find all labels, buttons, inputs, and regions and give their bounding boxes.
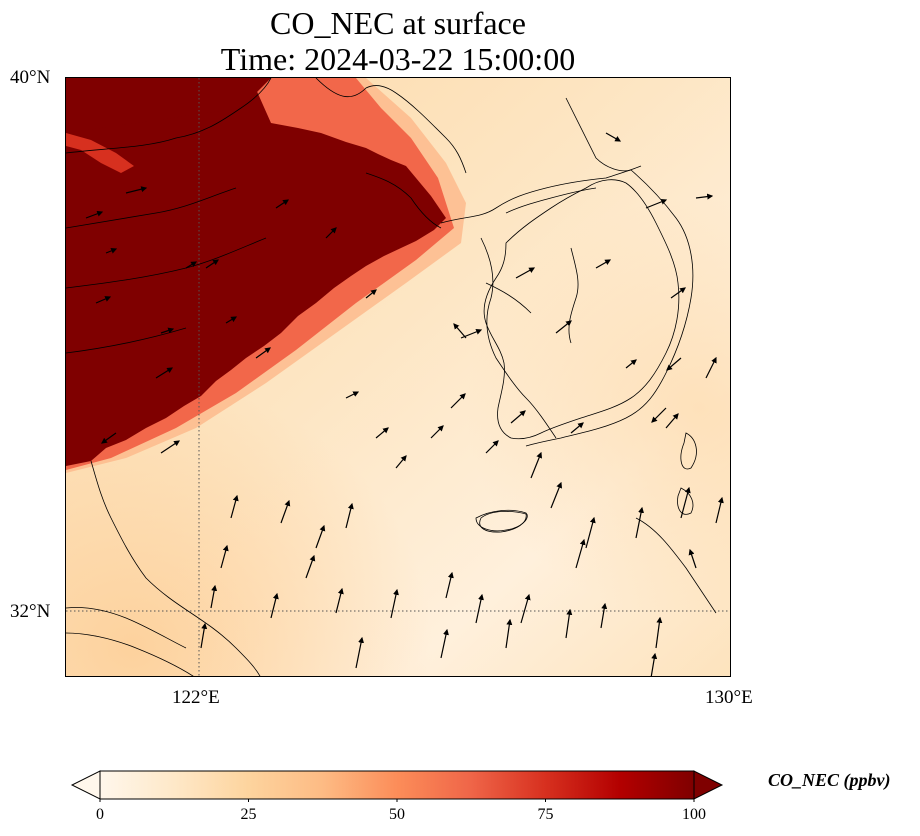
wind-arrow: [225, 316, 238, 324]
wind-arrow: [440, 628, 449, 659]
wind-arrow: [555, 320, 572, 334]
wind-arrow: [450, 393, 466, 409]
wind-arrow: [160, 440, 180, 454]
wind-arrow: [85, 210, 104, 219]
wind-arrow: [666, 357, 682, 371]
wind-arrow: [695, 193, 714, 200]
wind-arrow: [345, 502, 354, 529]
wind-arrow: [645, 198, 668, 209]
colorbar-tick-0: 0: [96, 806, 104, 823]
wind-arrow: [430, 425, 444, 439]
wind-arrow: [315, 524, 326, 549]
wind-arrow: [575, 538, 586, 569]
wind-arrow: [715, 496, 724, 524]
jeju-island: [479, 510, 527, 533]
wind-arrow: [270, 592, 279, 619]
wind-arrow: [635, 506, 645, 539]
wind-arrow: [125, 186, 148, 194]
lat-tick-label-32: 32°N: [10, 601, 51, 622]
colorbar-extend-low: [70, 770, 101, 800]
wind-arrow: [688, 548, 697, 569]
wind-arrow: [230, 494, 239, 519]
colorbar-label: CO_NEC (ppbv): [768, 770, 891, 790]
lon-tick-label-130: 130°E: [705, 687, 753, 708]
plume-core: [66, 78, 446, 466]
plume-core-edge: [66, 133, 134, 173]
wind-arrow: [325, 227, 337, 239]
colorbar-extend-high: [693, 770, 724, 800]
wind-arrow: [305, 554, 316, 579]
wind-arrow: [155, 367, 174, 379]
wind-arrow: [680, 486, 691, 519]
wind-arrow: [655, 616, 663, 649]
wind-arrow: [705, 356, 717, 379]
colorbar-ticks: [99, 799, 695, 802]
wind-arrow: [565, 608, 573, 639]
lon-tick-label-122: 122°E: [172, 687, 220, 708]
wind-arrow: [345, 391, 360, 399]
wind-arrow: [335, 587, 344, 614]
wind-arrow: [275, 199, 289, 209]
wind-arrow: [375, 427, 389, 439]
wind-arrow: [395, 455, 407, 469]
wind-arrow: [625, 359, 637, 369]
wind-arrow: [280, 499, 291, 524]
wind-arrow: [651, 407, 667, 423]
lat-tick-label-40: 40°N: [10, 67, 51, 88]
wind-arrow: [205, 259, 219, 269]
wind-arrow: [515, 267, 536, 279]
map-title-line-1: CO_NEC at surface: [270, 5, 526, 41]
wind-arrow: [160, 327, 175, 334]
wind-arrow: [453, 323, 467, 339]
wind-arrow: [520, 593, 531, 624]
wind-arrow: [95, 296, 112, 304]
wind-arrow: [185, 261, 198, 269]
colorbar: [70, 770, 724, 802]
wind-arrow: [445, 571, 454, 599]
wind-arrow: [390, 588, 399, 619]
wind-arrow: [255, 347, 271, 359]
graticule: [66, 78, 730, 676]
plume-core-upper: [66, 78, 271, 133]
wind-arrow: [101, 432, 117, 444]
wind-arrow: [585, 516, 596, 549]
wind-arrow: [365, 289, 377, 299]
wind-arrow: [605, 132, 622, 142]
wind-arrow: [665, 413, 679, 429]
wind-arrow: [510, 410, 526, 424]
wind-arrow: [105, 247, 118, 254]
colorbar-ramp: [99, 770, 695, 800]
map-canvas: [66, 78, 730, 676]
map-title-line-2: Time: 2024-03-22 15:00:00: [220, 41, 576, 77]
colorbar-tick-100: 100: [682, 806, 706, 823]
korea-coastline: [483, 179, 680, 440]
wind-arrow: [670, 287, 686, 299]
map-panel: [65, 77, 731, 677]
wind-arrow: [570, 422, 584, 434]
wind-arrow: [595, 259, 612, 269]
wind-arrow: [220, 544, 229, 569]
colorbar-tick-25: 25: [240, 806, 257, 823]
wind-vectors: [85, 132, 724, 676]
wind-arrow: [200, 622, 208, 649]
wind-arrow: [600, 602, 608, 629]
colorbar-tick-50: 50: [389, 806, 405, 823]
wind-arrow: [550, 481, 563, 509]
colorbar-tick-75: 75: [537, 806, 554, 823]
wind-arrow: [210, 584, 218, 609]
wind-arrow: [650, 652, 658, 676]
wind-arrow: [485, 440, 499, 454]
wind-arrow: [355, 636, 365, 669]
wind-arrow: [505, 618, 513, 649]
wind-arrow: [475, 593, 484, 624]
wind-arrow: [530, 451, 543, 479]
